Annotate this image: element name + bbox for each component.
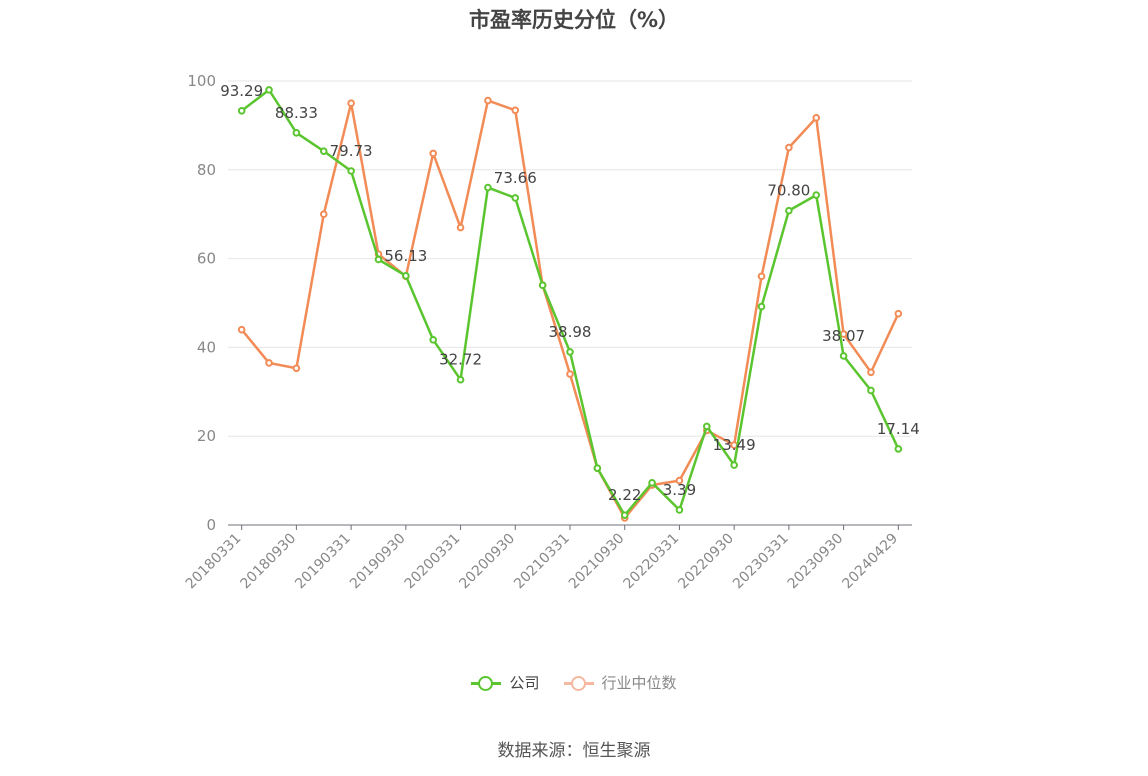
x-tick-label: 20180930 xyxy=(238,531,300,593)
data-point xyxy=(894,309,903,318)
data-point xyxy=(867,368,875,377)
data-point xyxy=(785,143,793,152)
data-point xyxy=(292,364,301,373)
data-point xyxy=(757,272,766,281)
data-label: 73.66 xyxy=(494,169,537,187)
data-point xyxy=(730,461,738,469)
legend-item-company[interactable]: 公司 xyxy=(471,672,540,693)
legend-line-circle-icon xyxy=(471,675,502,691)
data-point xyxy=(675,476,684,485)
data-point xyxy=(757,302,766,311)
data-point xyxy=(538,281,547,290)
grid-lines xyxy=(228,80,912,437)
series-lines xyxy=(237,86,903,522)
data-point xyxy=(620,511,629,519)
data-label: 32.72 xyxy=(439,351,482,369)
data-point xyxy=(566,348,574,356)
y-tick-label: 20 xyxy=(197,427,216,445)
data-point xyxy=(675,506,684,514)
y-tick-label: 40 xyxy=(197,338,216,356)
x-tick-label: 20200930 xyxy=(456,531,518,593)
data-point xyxy=(484,96,492,105)
data-point xyxy=(648,479,656,487)
data-point xyxy=(319,210,328,218)
data-label: 13.49 xyxy=(713,436,756,454)
x-tick-label: 20180331 xyxy=(183,531,245,593)
data-source: 数据来源：恒生聚源 xyxy=(497,741,651,761)
data-point xyxy=(812,114,821,122)
data-label: 38.98 xyxy=(549,323,592,341)
data-point xyxy=(484,183,492,192)
data-label: 38.07 xyxy=(822,327,865,345)
legend-label-industry-median: 行业中位数 xyxy=(601,674,677,692)
data-point xyxy=(456,375,465,384)
x-tick-label: 20200331 xyxy=(402,531,464,593)
data-label: 2.22 xyxy=(608,486,641,504)
data-labels: 93.29 88.33 79.73 56.13 32.72 73.66 38.98 2.22 3… xyxy=(220,82,920,504)
data-label: 88.33 xyxy=(275,104,318,122)
data-point xyxy=(402,271,410,280)
x-tick-label: 20220930 xyxy=(675,531,737,593)
data-point xyxy=(839,352,848,360)
data-point xyxy=(347,167,355,175)
data-point xyxy=(456,223,465,232)
data-point xyxy=(237,106,246,115)
data-point xyxy=(511,106,520,115)
data-label: 56.13 xyxy=(384,247,427,265)
x-tick-label: 20220331 xyxy=(621,531,683,593)
x-tick-label: 20240429 xyxy=(839,531,901,593)
data-point xyxy=(429,336,438,344)
data-point xyxy=(703,422,711,431)
x-tick-label: 20230930 xyxy=(785,531,847,593)
data-point xyxy=(566,370,574,378)
y-tick-label: 100 xyxy=(187,72,216,90)
data-point xyxy=(785,206,793,215)
data-point xyxy=(593,464,602,472)
data-point xyxy=(867,386,875,395)
data-point xyxy=(374,255,383,264)
y-tick-label: 80 xyxy=(197,161,216,179)
legend-label-company: 公司 xyxy=(509,674,540,692)
legend-line-circle-icon xyxy=(563,675,594,691)
x-tick-label: 20210331 xyxy=(511,531,573,593)
data-point xyxy=(265,359,273,367)
y-tick-label: 0 xyxy=(206,516,216,534)
chart-title: 市盈率历史分位（%） xyxy=(468,8,680,32)
data-point xyxy=(265,86,273,94)
data-label: 3.39 xyxy=(663,481,696,499)
data-point xyxy=(347,99,355,107)
data-label: 79.73 xyxy=(330,142,373,160)
legend-item-industry-median[interactable]: 行业中位数 xyxy=(563,672,677,693)
data-point xyxy=(894,445,903,453)
x-tick-label: 20230331 xyxy=(730,531,792,593)
data-point xyxy=(511,194,520,202)
y-tick-label: 60 xyxy=(197,250,216,268)
data-point xyxy=(812,191,821,199)
data-point xyxy=(429,149,438,158)
data-point xyxy=(319,147,328,155)
x-tick-label: 20190930 xyxy=(347,531,409,593)
data-label: 70.80 xyxy=(767,182,810,200)
legend: 公司 行业中位数 xyxy=(0,672,1148,693)
x-tick-label: 20210930 xyxy=(566,531,628,593)
data-label: 17.14 xyxy=(877,420,920,438)
data-point xyxy=(237,325,246,334)
data-label: 93.29 xyxy=(220,82,263,100)
axes: 0 20 40 60 80 100 2018033120180930201903312019… xyxy=(183,72,912,592)
data-point xyxy=(292,129,301,137)
x-tick-label: 20190331 xyxy=(292,531,354,593)
